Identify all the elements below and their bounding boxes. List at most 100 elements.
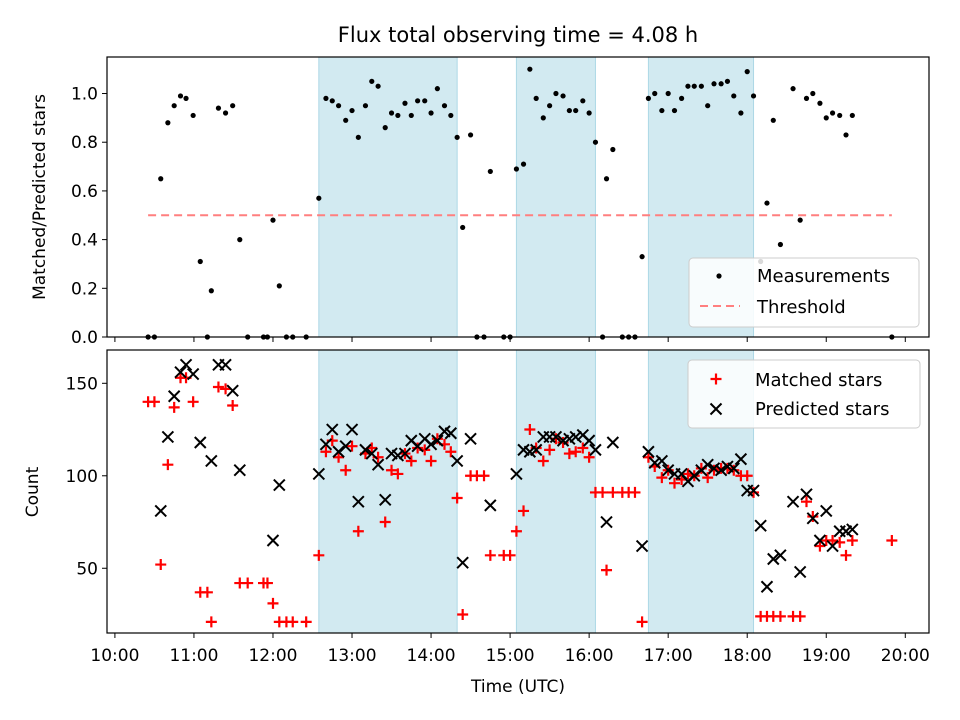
matched-star-point [478, 470, 490, 482]
bottom-x-axis-label: Time (UTC) [470, 677, 565, 697]
measurement-point [744, 69, 750, 75]
predicted-star-point [642, 445, 655, 458]
matched-star-point [484, 549, 496, 561]
predicted-star-point [450, 454, 464, 468]
predicted-star-point [786, 495, 800, 508]
predicted-star-point [179, 358, 193, 372]
measurement-point [362, 103, 369, 109]
measurement-point [215, 105, 222, 111]
bottom-x-tick-label: 10:00 [90, 646, 139, 666]
predicted-star-point [655, 454, 669, 468]
predicted-star-point [707, 462, 721, 475]
predicted-star-point [600, 515, 613, 529]
predicted-star-point [727, 462, 740, 475]
measurement-point [448, 112, 454, 119]
matched-star-point [212, 381, 224, 393]
matched-star-point [607, 486, 619, 498]
measurement-point [237, 237, 243, 243]
measurement-point [165, 120, 171, 126]
measurement-point [527, 66, 533, 72]
predicted-star-point [365, 447, 378, 460]
bottom-x-tick-label: 16:00 [565, 646, 614, 666]
top-y-axis-label: Matched/Predicted stars [30, 94, 50, 300]
top-y-tick-label: 0.8 [71, 133, 98, 153]
measurement-point [343, 117, 349, 123]
predicted-star-point [359, 443, 372, 457]
predicted-star-point [714, 464, 728, 477]
predicted-star-point [444, 427, 458, 440]
measurement-point [183, 95, 189, 101]
measurement-point [276, 283, 282, 289]
predicted-star-point [431, 434, 444, 447]
bottom-x-tick-label: 15:00 [486, 646, 535, 666]
bottom-x-tick-label: 20:00 [881, 646, 930, 666]
matched-star-point [300, 616, 312, 628]
predicted-star-point [233, 464, 246, 477]
predicted-star-point [266, 534, 280, 547]
measurement-point [849, 112, 855, 119]
predicted-star-point [226, 384, 239, 397]
measurement-point [428, 110, 434, 116]
matched-star-point [346, 440, 358, 452]
bottom-x-tick-label: 12:00 [248, 646, 297, 666]
predicted-star-point [174, 365, 187, 379]
measurement-point [355, 134, 361, 140]
predicted-star-point [701, 458, 714, 471]
matched-star-point [287, 616, 299, 628]
bottom-y-tick-label: 50 [76, 559, 98, 579]
predicted-star-point [371, 458, 385, 471]
predicted-star-point [549, 430, 563, 444]
matched-star-point [577, 442, 589, 454]
matched-star-point [504, 549, 516, 561]
figure-title: Flux total observing time = 4.08 h [338, 23, 698, 47]
bottom-y-axis-label: Count [23, 466, 43, 517]
matched-star-point [155, 559, 167, 571]
matched-star-point [537, 455, 549, 467]
measurement-point [652, 90, 658, 97]
measurement-point [586, 110, 592, 116]
top-panel: 0.0 0.2 0.4 0.6 0.8 1.0 Matched/Predicted sta… [30, 56, 930, 348]
measurement-point [460, 224, 466, 231]
measurement-points [145, 66, 895, 340]
measurement-point [382, 125, 388, 131]
legend-matched-marker [710, 373, 722, 385]
matched-star-point [601, 564, 613, 576]
matched-star-point [227, 399, 239, 411]
matched-star-point [205, 616, 217, 628]
measurement-point [171, 103, 177, 109]
predicted-star-point [161, 430, 175, 444]
matched-star-point [570, 446, 582, 458]
matched-star-point [840, 549, 852, 561]
matched-star-point [431, 433, 443, 445]
measurement-point [770, 117, 776, 123]
measurement-point [639, 254, 645, 260]
measurement-point [691, 83, 697, 89]
top-y-tick-label: 0.2 [71, 279, 98, 299]
matched-star-point [827, 535, 839, 547]
bottom-legend: Matched stars Predicted stars [687, 359, 921, 429]
matched-star-point [261, 577, 273, 589]
measurement-point [803, 95, 810, 101]
measurement-point [671, 107, 678, 114]
matched-star-point [510, 525, 522, 537]
predicted-star-point [747, 484, 760, 497]
measurement-point [837, 112, 843, 119]
matched-star-point [668, 477, 680, 489]
matched-star-point [168, 401, 180, 413]
matched-star-point [642, 451, 654, 463]
matched-star-point [451, 492, 463, 504]
predicted-star-point [606, 436, 620, 449]
matched-star-point [774, 610, 786, 622]
bottom-x-tick-label: 11:00 [169, 646, 218, 666]
measurement-point [422, 98, 428, 104]
matched-star-point [386, 464, 398, 476]
measurement-point [375, 83, 381, 89]
matched-star-point [656, 472, 668, 484]
measurement-point [329, 98, 335, 104]
legend-threshold-label: Threshold [756, 297, 846, 318]
predicted-star-point [529, 443, 543, 457]
bottom-x-tick-label: 13:00 [328, 646, 377, 666]
measurement-point [415, 98, 421, 104]
